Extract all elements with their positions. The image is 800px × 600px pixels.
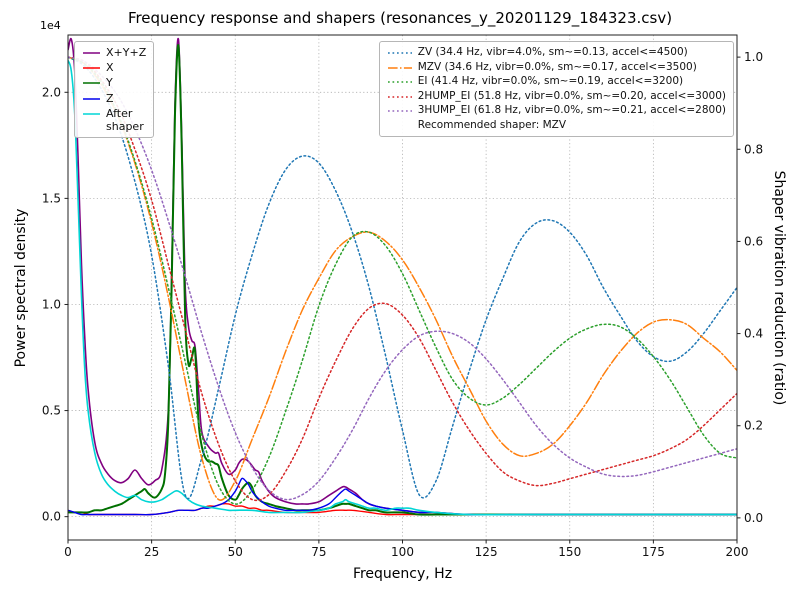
x-tick-label: 50 xyxy=(228,545,243,559)
x-tick-label: 100 xyxy=(391,545,414,559)
legend-item: Y xyxy=(82,76,146,89)
legend-line-sample xyxy=(83,67,100,69)
legend-item-label: X xyxy=(106,61,114,75)
legend-line-sample xyxy=(83,97,100,100)
y-left-tick-label: 0.0 xyxy=(42,510,61,524)
legend-item: 2HUMP_EI (51.8 Hz, vibr=0.0%, sm~=0.20, … xyxy=(387,90,726,103)
y-left-tick-label: 1.0 xyxy=(42,297,61,311)
legend-item: After shaper xyxy=(82,107,146,133)
legend-item-label: 3HUMP_EI (61.8 Hz, vibr=0.0%, sm~=0.21, … xyxy=(417,104,726,117)
chart-title: Frequency response and shapers (resonanc… xyxy=(127,9,673,27)
legend-item: 3HUMP_EI (61.8 Hz, vibr=0.0%, sm~=0.21, … xyxy=(387,104,726,117)
y-right-tick-label: 0.4 xyxy=(744,327,763,341)
curve-3hump-ei xyxy=(68,56,737,501)
x-tick-label: 175 xyxy=(642,545,665,559)
curve-mzv xyxy=(68,56,737,501)
x-tick-label: 25 xyxy=(144,545,159,559)
legend-line-sample xyxy=(387,66,412,69)
legend-item-label: After shaper xyxy=(106,106,144,133)
x-tick-label: 0 xyxy=(64,545,72,559)
y-right-tick-label: 0.6 xyxy=(744,234,763,248)
tick-labels: 0 25 50 75 100 125 150 175 200 0.0 0.5 1.0 1.5 2.0 0.0… xyxy=(42,50,763,559)
legend-item-label: X+Y+Z xyxy=(106,46,147,59)
x-tick-label: 150 xyxy=(558,545,581,559)
legend-item-label: Z xyxy=(106,91,114,105)
legend-right: ZV (34.4 Hz, vibr=4.0%, sm~=0.13, accel<… xyxy=(378,41,734,137)
curve-ei xyxy=(68,56,737,505)
curve-zv xyxy=(68,56,737,500)
legend-line-sample xyxy=(83,52,100,54)
legend-item-label: Y xyxy=(106,76,113,90)
y-left-tick-label: 0.5 xyxy=(42,404,61,418)
legend-item: X+Y+Z xyxy=(82,46,146,59)
curve-z xyxy=(68,477,737,516)
curve-after-shaper xyxy=(68,59,737,516)
y-axis-label-left: Power spectral density xyxy=(13,208,29,368)
y-left-tick-label: 1.5 xyxy=(42,191,61,205)
y-axis-offset-label: 1e4 xyxy=(40,19,61,32)
legend-item: EI (41.4 Hz, vibr=0.0%, sm~=0.19, accel<… xyxy=(387,75,726,88)
legend-line-sample xyxy=(387,81,412,83)
y-axis-label-right: Shaper vibration reduction (ratio) xyxy=(771,170,787,406)
y-right-tick-label: 1.0 xyxy=(744,50,763,64)
legend-item-label: ZV (34.4 Hz, vibr=4.0%, sm~=0.13, accel<… xyxy=(417,46,688,58)
legend-item-label: 2HUMP_EI (51.8 Hz, vibr=0.0%, sm~=0.20, … xyxy=(417,89,726,102)
legend-item-label: Recommended shaper: MZV xyxy=(417,118,567,131)
legend-item: MZV (34.6 Hz, vibr=0.0%, sm~=0.17, accel… xyxy=(387,61,726,74)
legend-line-sample xyxy=(83,82,100,85)
tick-marks xyxy=(64,56,741,544)
legend-line-sample xyxy=(387,95,412,98)
legend-line-sample xyxy=(387,110,412,113)
y-right-tick-label: 0.0 xyxy=(744,511,763,525)
y-left-tick-label: 2.0 xyxy=(42,85,61,99)
legend-left: X+Y+Z X Y Z After shaper xyxy=(74,41,155,139)
x-tick-label: 125 xyxy=(475,545,498,559)
legend-item-label: MZV (34.6 Hz, vibr=0.0%, sm~=0.17, accel… xyxy=(417,60,697,73)
curve-2hump-ei xyxy=(68,56,737,502)
curve-y xyxy=(68,44,737,516)
legend-item: Recommended shaper: MZV xyxy=(387,119,726,132)
x-tick-label: 200 xyxy=(726,545,749,559)
legend-line-sample xyxy=(387,52,412,54)
legend-item: Z xyxy=(82,92,146,105)
y-right-tick-label: 0.8 xyxy=(744,142,763,156)
x-axis-label: Frequency, Hz xyxy=(352,566,453,582)
legend-item: ZV (34.4 Hz, vibr=4.0%, sm~=0.13, accel<… xyxy=(387,46,726,59)
legend-line-sample xyxy=(83,112,100,115)
legend-item: X xyxy=(82,61,146,74)
x-tick-label: 75 xyxy=(311,545,326,559)
y-right-tick-label: 0.2 xyxy=(744,419,763,433)
legend-item-label: EI (41.4 Hz, vibr=0.0%, sm~=0.19, accel<… xyxy=(417,75,684,88)
